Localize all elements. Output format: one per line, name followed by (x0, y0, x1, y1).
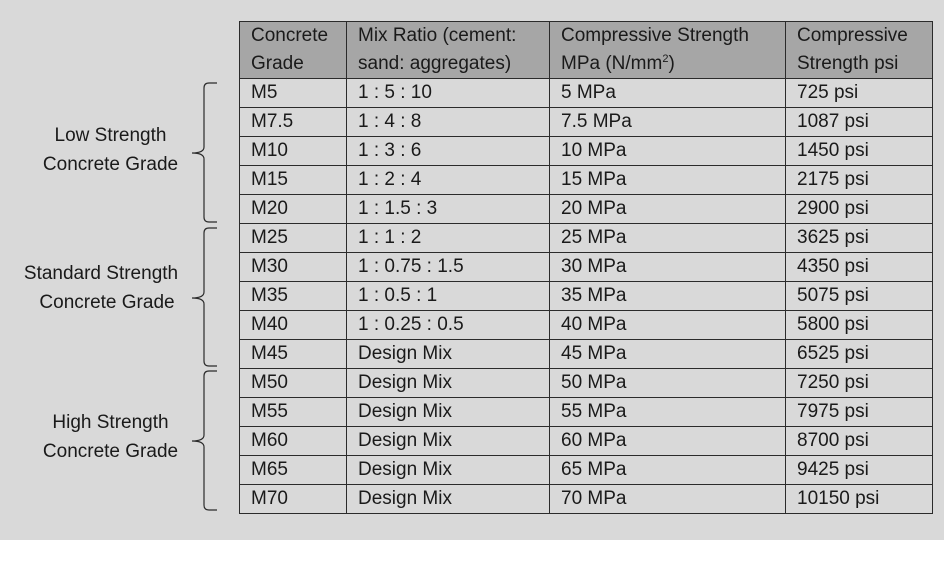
table-row: M25 1 : 1 : 2 25 MPa 3625 psi (239, 223, 933, 253)
strength-psi-cell: 2900 psi (785, 194, 933, 224)
grade-cell: M10 (239, 136, 347, 166)
strength-psi-cell: 725 psi (785, 78, 933, 108)
strength-psi-cell: 1087 psi (785, 107, 933, 137)
grade-cell: M65 (239, 455, 347, 485)
mix-ratio-cell: 1 : 5 : 10 (346, 78, 550, 108)
header-compressive-strength-mpa: Compressive Strength MPa (N/mm2) (549, 21, 786, 79)
header-mix-ratio: Mix Ratio (cement: sand: aggregates) (346, 21, 550, 79)
mix-ratio-cell: 1 : 1.5 : 3 (346, 194, 550, 224)
strength-psi-cell: 10150 psi (785, 484, 933, 514)
grade-cell: M70 (239, 484, 347, 514)
table-row: M35 1 : 0.5 : 1 35 MPa 5075 psi (239, 281, 933, 311)
grade-cell: M35 (239, 281, 347, 311)
strength-mpa-cell: 45 MPa (549, 339, 786, 369)
grade-cell: M7.5 (239, 107, 347, 137)
table-row: M50 Design Mix 50 MPa 7250 psi (239, 368, 933, 398)
table-row: M5 1 : 5 : 10 5 MPa 725 psi (239, 78, 933, 108)
strength-mpa-cell: 55 MPa (549, 397, 786, 427)
concrete-grade-table: Concrete Grade Mix Ratio (cement: sand: … (239, 21, 933, 514)
strength-psi-cell: 4350 psi (785, 252, 933, 282)
table-row: M60 Design Mix 60 MPa 8700 psi (239, 426, 933, 456)
mix-ratio-cell: 1 : 2 : 4 (346, 165, 550, 195)
strength-psi-cell: 1450 psi (785, 136, 933, 166)
grade-cell: M15 (239, 165, 347, 195)
table-row: M70 Design Mix 70 MPa 10150 psi (239, 484, 933, 514)
strength-mpa-cell: 65 MPa (549, 455, 786, 485)
strength-psi-cell: 5075 psi (785, 281, 933, 311)
strength-mpa-cell: 70 MPa (549, 484, 786, 514)
table-row: M7.5 1 : 4 : 8 7.5 MPa 1087 psi (239, 107, 933, 137)
strength-psi-cell: 7250 psi (785, 368, 933, 398)
mix-ratio-cell: 1 : 0.25 : 0.5 (346, 310, 550, 340)
table-row: M30 1 : 0.75 : 1.5 30 MPa 4350 psi (239, 252, 933, 282)
mix-ratio-cell: 1 : 0.5 : 1 (346, 281, 550, 311)
strength-mpa-cell: 35 MPa (549, 281, 786, 311)
strength-psi-cell: 5800 psi (785, 310, 933, 340)
strength-psi-cell: 6525 psi (785, 339, 933, 369)
grade-cell: M50 (239, 368, 347, 398)
strength-psi-cell: 7975 psi (785, 397, 933, 427)
strength-mpa-cell: 7.5 MPa (549, 107, 786, 137)
mix-ratio-cell: Design Mix (346, 426, 550, 456)
table-header-row: Concrete Grade Mix Ratio (cement: sand: … (239, 21, 933, 79)
group-label-high-strength: High Strength Concrete Grade (42, 412, 179, 462)
header-compressive-strength-psi: Compressive Strength psi (785, 21, 933, 79)
table-row: M55 Design Mix 55 MPa 7975 psi (239, 397, 933, 427)
strength-mpa-cell: 30 MPa (549, 252, 786, 282)
table-row: M65 Design Mix 65 MPa 9425 psi (239, 455, 933, 485)
grade-cell: M45 (239, 339, 347, 369)
strength-mpa-cell: 25 MPa (549, 223, 786, 253)
grade-cell: M25 (239, 223, 347, 253)
low-strength-brace (191, 82, 217, 223)
grade-cell: M5 (239, 78, 347, 108)
group-label-standard-strength: Standard Strength Concrete Grade (23, 263, 179, 313)
mix-ratio-cell: 1 : 1 : 2 (346, 223, 550, 253)
strength-psi-cell: 9425 psi (785, 455, 933, 485)
standard-strength-brace (191, 227, 217, 367)
strength-psi-cell: 3625 psi (785, 223, 933, 253)
mix-ratio-cell: 1 : 3 : 6 (346, 136, 550, 166)
high-strength-brace (191, 370, 217, 511)
mix-ratio-cell: 1 : 0.75 : 1.5 (346, 252, 550, 282)
strength-mpa-cell: 50 MPa (549, 368, 786, 398)
table-row: M10 1 : 3 : 6 10 MPa 1450 psi (239, 136, 933, 166)
strength-mpa-cell: 40 MPa (549, 310, 786, 340)
grade-cell: M30 (239, 252, 347, 282)
table-row: M15 1 : 2 : 4 15 MPa 2175 psi (239, 165, 933, 195)
mix-ratio-cell: 1 : 4 : 8 (346, 107, 550, 137)
strength-mpa-cell: 15 MPa (549, 165, 786, 195)
strength-mpa-cell: 10 MPa (549, 136, 786, 166)
grade-cell: M55 (239, 397, 347, 427)
strength-psi-cell: 8700 psi (785, 426, 933, 456)
strength-mpa-cell: 60 MPa (549, 426, 786, 456)
grade-cell: M60 (239, 426, 347, 456)
table-body: M5 1 : 5 : 10 5 MPa 725 psi M7.5 1 : 4 : 8 7.5… (239, 78, 933, 514)
grade-cell: M20 (239, 194, 347, 224)
table-row: M40 1 : 0.25 : 0.5 40 MPa 5800 psi (239, 310, 933, 340)
grade-cell: M40 (239, 310, 347, 340)
strength-mpa-cell: 20 MPa (549, 194, 786, 224)
table-row: M20 1 : 1.5 : 3 20 MPa 2900 psi (239, 194, 933, 224)
mix-ratio-cell: Design Mix (346, 368, 550, 398)
group-label-low-strength: Low Strength Concrete Grade (42, 125, 179, 175)
mix-ratio-cell: Design Mix (346, 397, 550, 427)
strength-psi-cell: 2175 psi (785, 165, 933, 195)
mix-ratio-cell: Design Mix (346, 339, 550, 369)
table-row: M45 Design Mix 45 MPa 6525 psi (239, 339, 933, 369)
mix-ratio-cell: Design Mix (346, 484, 550, 514)
strength-mpa-cell: 5 MPa (549, 78, 786, 108)
mix-ratio-cell: Design Mix (346, 455, 550, 485)
header-concrete-grade: Concrete Grade (239, 21, 347, 79)
